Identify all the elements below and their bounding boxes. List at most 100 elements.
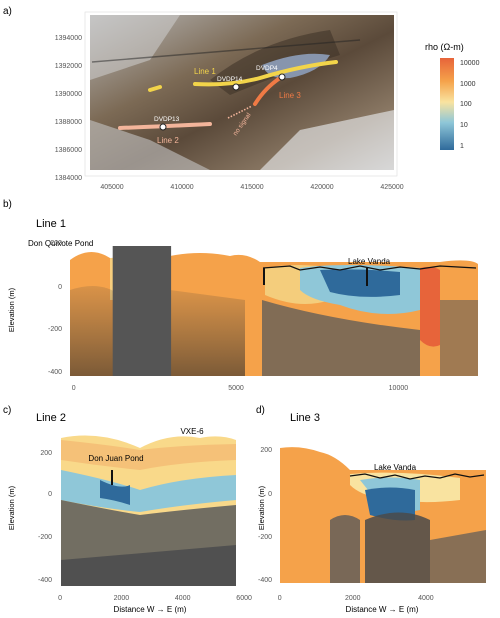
line2-trace <box>118 122 212 130</box>
map-snow-southwest <box>90 120 210 170</box>
line3-y-tick: -400 <box>258 577 272 584</box>
colorbar-tick-100: 100 <box>460 101 472 108</box>
line2-conductive-band <box>61 470 236 512</box>
panel-label-d: d) <box>256 405 265 416</box>
dvdp14-label: DVDP14 <box>217 76 243 83</box>
line1-x-tick: 0 <box>72 385 76 392</box>
line1-y-tick: -200 <box>48 326 62 333</box>
map-ridge <box>91 39 361 63</box>
line2-ylabel: Elevation (m) <box>7 485 16 530</box>
don-juan-label: Don Juan Pond <box>88 454 143 463</box>
line3-trace <box>253 76 282 106</box>
line3-xlabel: Distance W → E (m) <box>346 605 419 614</box>
map-x-tick: 425000 <box>380 184 403 191</box>
line2-xlabel: Distance W → E (m) <box>114 605 187 614</box>
line2-bottom-shade <box>61 545 236 586</box>
line1-low-confidence-east <box>262 300 420 376</box>
line3-ylabel: Elevation (m) <box>257 485 266 530</box>
no-signal-dotted <box>227 105 253 119</box>
line3-plot-area <box>280 447 486 583</box>
map-x-tick: 420000 <box>310 184 333 191</box>
line3-y-tick: 200 <box>260 447 272 454</box>
line3-section: Line 3 Elevation (m) Lake Vanda 200 0 -2… <box>257 412 486 614</box>
dvdp13-marker <box>159 123 167 131</box>
line3-low-confidence-west <box>330 515 360 583</box>
line1-x-tick: 10000 <box>389 385 409 392</box>
colorbar: rho (Ω-m) 10000 1000 100 10 1 <box>425 42 480 150</box>
don-quixote-label: Don Quixote Pond <box>28 239 93 248</box>
line1-ylabel: Elevation (m) <box>7 287 16 332</box>
line2-x-tick: 2000 <box>114 595 130 602</box>
line2-x-tick: 4000 <box>175 595 191 602</box>
line1-no-data-block <box>112 246 172 376</box>
panel-label-a: a) <box>3 6 12 17</box>
map-x-tick: 405000 <box>100 184 123 191</box>
dvdp4-marker <box>278 73 286 81</box>
line3-y-tick: -200 <box>258 534 272 541</box>
map-y-tick: 1392000 <box>55 63 82 70</box>
line1-x-tick: 5000 <box>228 385 244 392</box>
line1-y-tick: 0 <box>58 284 62 291</box>
colorbar-tick-10: 10 <box>460 122 468 129</box>
line2-map-label: Line 2 <box>157 136 179 145</box>
line3-topography <box>349 473 485 480</box>
line2-section: Line 2 Elevation (m) Don Juan Pond VXE-6… <box>7 412 252 614</box>
dvdp14-marker <box>232 83 240 91</box>
line1-topography <box>262 265 477 271</box>
map-y-tick: 1386000 <box>55 147 82 154</box>
line1-trace <box>193 60 338 87</box>
line2-x-tick: 0 <box>58 595 62 602</box>
line2-plot-area <box>61 435 236 586</box>
line1-very-conductive-zone <box>320 269 400 297</box>
line1-plot-area <box>70 246 478 376</box>
colorbar-tick-1: 1 <box>460 143 464 150</box>
line3-low-confidence-east <box>430 530 486 583</box>
map-snow-east <box>260 110 394 170</box>
line1-y-tick: 200 <box>50 240 62 247</box>
line1-low-confidence-central <box>170 290 245 376</box>
panel-label-c: c) <box>3 405 11 416</box>
line1-y-tick: -400 <box>48 369 62 376</box>
map-x-tick: 410000 <box>170 184 193 191</box>
map-panel: DVDP4 DVDP14 DVDP13 Line 1 Line 2 Line 3… <box>55 11 404 191</box>
line3-x-tick: 0 <box>278 595 282 602</box>
line1-mid-pillar <box>245 267 262 346</box>
colorbar-tick-1000: 1000 <box>460 81 476 88</box>
line2-y-tick: 200 <box>40 450 52 457</box>
line2-y-tick: 0 <box>48 491 52 498</box>
line1-west-segment <box>148 85 162 92</box>
line1-map-label: Line 1 <box>194 67 216 76</box>
map-y-tick: 1390000 <box>55 91 82 98</box>
map-y-tick: 1394000 <box>55 35 82 42</box>
line1-low-confidence-west <box>70 286 120 376</box>
colorbar-gradient <box>440 58 454 150</box>
line2-y-tick: -400 <box>38 577 52 584</box>
line2-y-tick: -200 <box>38 534 52 541</box>
vxe6-label: VXE-6 <box>180 427 204 436</box>
colorbar-title: rho (Ω-m) <box>425 42 464 52</box>
line3-very-conductive-zone <box>365 487 415 521</box>
line3-title: Line 3 <box>290 412 320 424</box>
line3-x-tick: 4000 <box>418 595 434 602</box>
line1-section: Line 1 Elevation (m) Don Quixote Pond La… <box>7 218 478 392</box>
map-y-tick: 1388000 <box>55 119 82 126</box>
map-y-tick: 1384000 <box>55 175 82 182</box>
map-snow-west <box>90 15 180 80</box>
line3-low-confidence-center <box>365 512 430 583</box>
line2-very-conductive-zone <box>100 480 130 505</box>
line3-map-label: Line 3 <box>279 91 301 100</box>
line3-x-tick: 2000 <box>345 595 361 602</box>
line1-resistive-pillar <box>420 266 440 347</box>
panel-label-b: b) <box>3 199 12 210</box>
line2-x-tick: 6000 <box>236 595 252 602</box>
dvdp4-label: DVDP4 <box>256 65 278 72</box>
dvdp13-label: DVDP13 <box>154 116 180 123</box>
colorbar-tick-10000: 10000 <box>460 60 480 67</box>
lake-vanda-label-d: Lake Vanda <box>374 463 417 472</box>
map-x-tick: 415000 <box>240 184 263 191</box>
line2-title: Line 2 <box>36 412 66 424</box>
line2-upper-band <box>61 440 236 470</box>
lake-vanda-label-b: Lake Vanda <box>348 257 391 266</box>
line3-y-tick: 0 <box>268 491 272 498</box>
